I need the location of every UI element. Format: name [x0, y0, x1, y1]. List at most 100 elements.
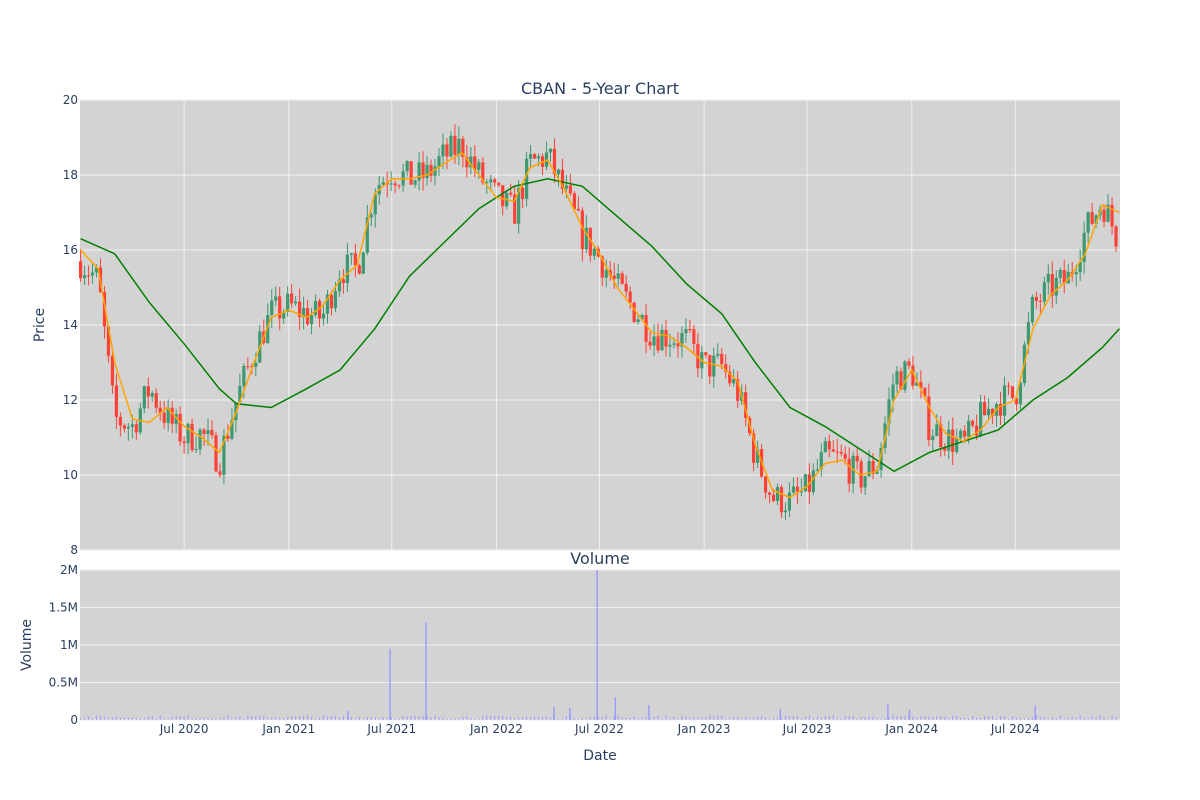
volume-bar [896, 716, 898, 720]
candle-body [688, 329, 692, 331]
volume-spike-bar [347, 711, 349, 720]
candle-body [803, 474, 807, 492]
volume-bar [593, 716, 595, 720]
volume-bar [1023, 718, 1026, 720]
volume-bar [964, 717, 966, 720]
candle-body [775, 487, 780, 501]
volume-bar [143, 718, 145, 720]
volume-bar [207, 717, 209, 720]
volume-bar [840, 718, 842, 720]
candle-body [1010, 386, 1015, 399]
candle-body [560, 169, 565, 189]
candle-body [333, 291, 338, 309]
candle-body [1038, 301, 1042, 303]
volume-y-tick-label: 1.5M [49, 601, 78, 615]
candle-body [1002, 385, 1007, 416]
candle-body [282, 311, 286, 319]
candle-body [298, 301, 302, 318]
candle-body [911, 365, 915, 386]
candle-body [752, 433, 756, 463]
candle-body [166, 407, 170, 423]
candle-body [449, 135, 453, 157]
candle-body [915, 382, 919, 386]
candle-body [755, 449, 760, 463]
volume-bar [239, 716, 241, 720]
candle-body [1086, 212, 1090, 233]
volume-bar [322, 715, 325, 720]
candle-body [931, 436, 935, 441]
candle-body [903, 361, 907, 390]
candle-body [548, 148, 553, 153]
volume-bar [717, 715, 719, 720]
candle-body [1042, 282, 1046, 302]
volume-bar [999, 716, 1002, 720]
volume-bar [203, 717, 205, 720]
volume-bar [310, 716, 313, 720]
volume-bar [1107, 718, 1109, 720]
candle-body [963, 430, 967, 437]
volume-bar [725, 718, 727, 720]
volume-bar [832, 715, 834, 720]
candle-body [1062, 269, 1066, 284]
volume-bar [741, 718, 743, 720]
volume-bar [330, 716, 333, 720]
candle-body [632, 302, 636, 323]
candle-body [680, 332, 684, 347]
candle-body [489, 179, 493, 183]
volume-bar [502, 716, 504, 720]
candle-body [728, 371, 732, 384]
volume-spike-bar [1034, 705, 1036, 720]
volume-bar [418, 716, 420, 720]
candle-body [668, 344, 672, 347]
volume-bar [354, 718, 356, 720]
candle-body [1054, 277, 1058, 296]
candle-body [616, 273, 620, 279]
volume-bar [514, 718, 516, 720]
volume-bar [342, 716, 345, 720]
price-y-tick-label: 16 [63, 243, 78, 257]
volume-bar [235, 716, 237, 720]
candle-body [656, 336, 660, 351]
volume-bar [537, 716, 540, 720]
volume-bar [836, 718, 838, 720]
candle-body [1066, 271, 1070, 284]
candle-body [1094, 215, 1098, 224]
candle-body [835, 451, 839, 453]
volume-bar [171, 716, 173, 720]
volume-bar [410, 715, 412, 720]
volume-bar [753, 717, 755, 720]
candle-body [222, 435, 226, 475]
volume-bar [414, 715, 416, 720]
volume-bar [430, 717, 432, 720]
volume-bar [219, 718, 221, 720]
candle-body [771, 494, 776, 501]
candle-body [684, 329, 688, 333]
volume-bar [928, 716, 930, 720]
volume-bar [295, 716, 297, 720]
volume-bar [976, 718, 978, 720]
volume-bar [259, 715, 261, 720]
candle-body [1026, 322, 1031, 345]
volume-bar [195, 717, 197, 720]
price-y-tick-label: 18 [63, 168, 78, 182]
candle-body [863, 476, 867, 488]
volume-bar [824, 716, 826, 720]
volume-bar [147, 716, 149, 720]
volume-bar [243, 718, 245, 720]
candle-body [154, 393, 158, 408]
volume-bar [1043, 716, 1045, 720]
volume-bar [326, 716, 329, 720]
candle-body [1078, 261, 1082, 273]
candle-body [126, 426, 130, 429]
candle-body [1018, 382, 1023, 405]
volume-bar [637, 718, 639, 720]
volume-bar [860, 716, 862, 720]
candle-body [624, 283, 628, 292]
candle-body [469, 156, 473, 168]
volume-bar [139, 718, 141, 720]
price-y-tick-label: 14 [63, 318, 78, 332]
candle-body [704, 352, 708, 356]
volume-bar [816, 717, 818, 720]
candle-body [198, 429, 202, 450]
volume-bar [394, 718, 396, 720]
